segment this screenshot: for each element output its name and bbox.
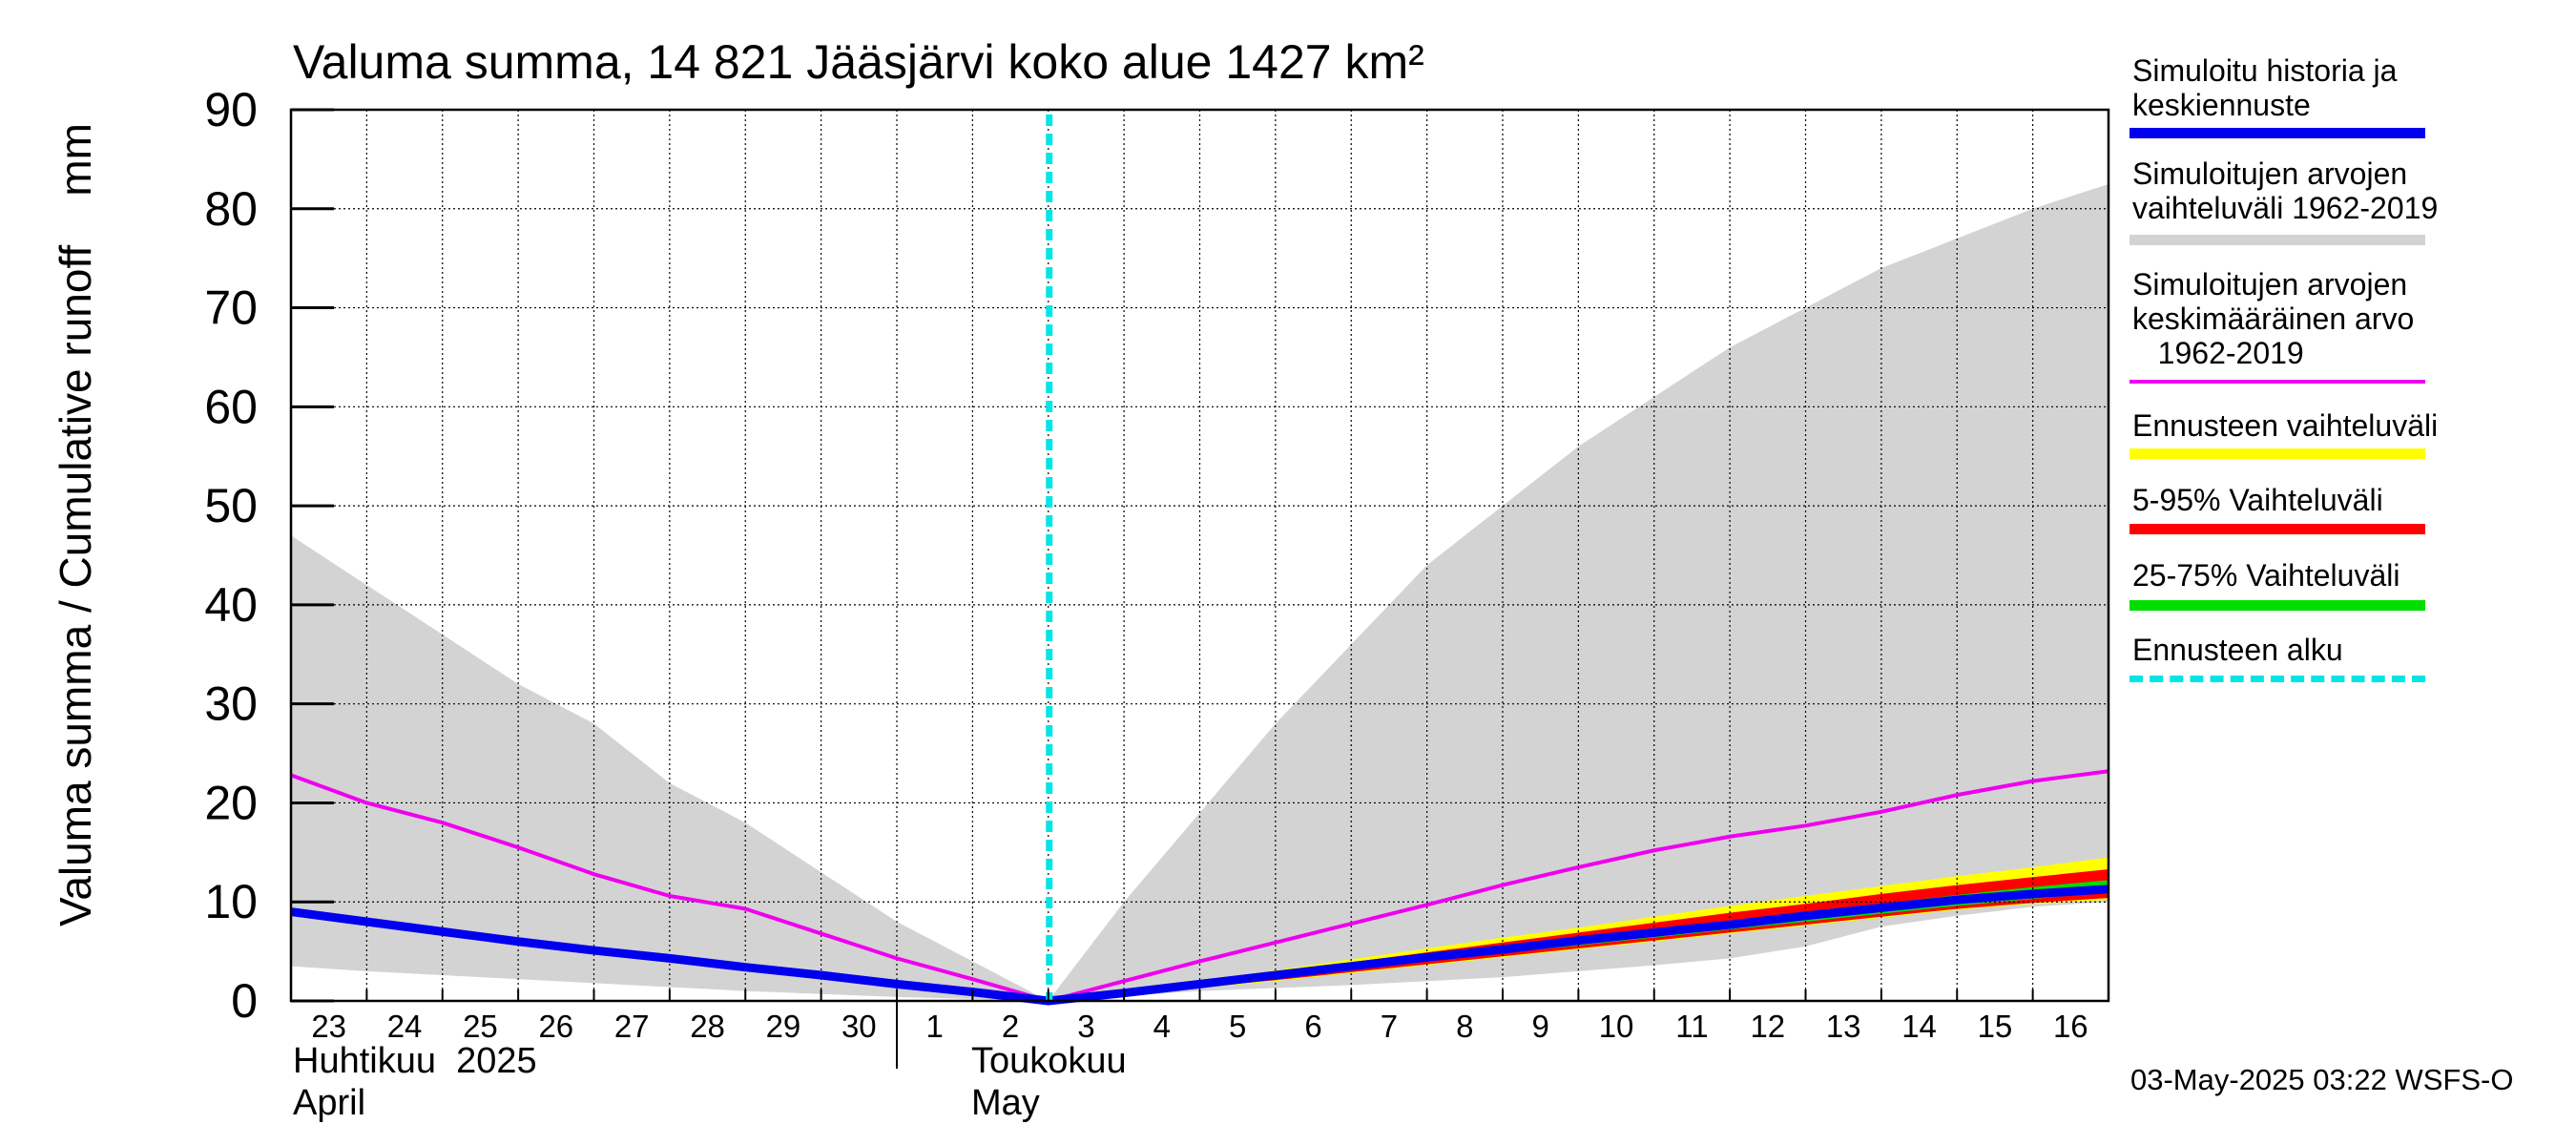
x-tick-label-23: 16 [2053,1009,2088,1044]
y-tick-label-40: 40 [204,578,258,632]
legend-swatch-4 [2129,524,2425,534]
x-tick-label-13: 6 [1304,1009,1321,1044]
legend-swatch-6 [2129,676,2425,682]
legend-swatch-0 [2129,128,2425,138]
month-label-fi-0: Huhtikuu 2025 [293,1041,537,1081]
legend-label-4: 5-95% Vaihteluväli [2132,483,2383,517]
band-simuloitujen-arvojen-vaihteluv-li-1962-2019 [291,183,2109,1002]
x-tick-label-18: 11 [1675,1009,1708,1044]
legend-swatch-5 [2129,600,2425,611]
y-tick-label-10: 10 [204,875,258,928]
y-tick-label-50: 50 [204,479,258,532]
x-tick-label-6: 29 [766,1009,801,1044]
legend-label-1: Simuloitujen arvojen vaihteluväli 1962-2… [2132,156,2439,225]
y-tick-label-0: 0 [231,974,258,1028]
x-tick-label-19: 12 [1750,1009,1785,1044]
x-tick-label-2: 25 [463,1009,498,1044]
x-tick-label-15: 8 [1456,1009,1473,1044]
month-label-en-0: April [293,1083,365,1123]
y-tick-label-30: 30 [204,677,258,731]
footer-timestamp: 03-May-2025 03:22 WSFS-O [2130,1063,2514,1096]
x-tick-label-5: 28 [690,1009,725,1044]
grid-layer [291,109,2109,1001]
band-ennusteen-vaihteluv-li [1048,857,2109,1001]
x-tick-label-0: 23 [311,1009,346,1044]
legend-swatch-2 [2129,380,2425,384]
chart-title: Valuma summa, 14 821 Jääsjärvi koko alue… [293,35,1424,89]
x-tick-label-12: 5 [1229,1009,1246,1044]
x-tick-label-4: 27 [614,1009,650,1044]
x-tick-label-16: 9 [1532,1009,1549,1044]
legend-swatch-3 [2129,448,2425,459]
x-tick-label-20: 13 [1826,1009,1861,1044]
x-tick-label-7: 30 [841,1009,877,1044]
y-tick-label-80: 80 [204,182,258,236]
legend-label-2: Simuloitujen arvojen keskimääräinen arvo… [2132,267,2415,370]
x-tick-label-14: 7 [1381,1009,1398,1044]
line-simuloitu-historia-ja-keskiennuste [290,885,2109,1006]
x-tick-label-21: 14 [1901,1009,1937,1044]
legend-label-0: Simuloitu historia ja keskiennuste [2132,53,2398,122]
y-tick-label-60: 60 [204,380,258,433]
x-tick-label-22: 15 [1978,1009,2013,1044]
y-axis-label: Valuma summa / Cumulative runoff mm [51,123,100,926]
legend-label-3: Ennusteen vaihteluväli [2132,408,2439,443]
x-tick-label-10: 3 [1077,1009,1094,1044]
y-tick-label-20: 20 [204,776,258,829]
legend-label-6: Ennusteen alku [2132,633,2343,667]
month-label-fi-1: Toukokuu [971,1041,1127,1081]
x-tick-label-3: 26 [538,1009,573,1044]
legend-swatch-1 [2129,235,2425,245]
x-tick-label-17: 10 [1599,1009,1634,1044]
y-tick-label-90: 90 [204,83,258,136]
line-simuloitujen-arvojen-keskim-r-inen-arvo-1962-2019 [290,769,2109,1003]
month-label-en-1: May [971,1083,1040,1123]
x-tick-label-11: 4 [1153,1009,1171,1044]
x-tick-label-1: 24 [387,1009,423,1044]
x-tick-label-9: 2 [1002,1009,1019,1044]
x-tick-label-8: 1 [926,1009,944,1044]
line-layer [290,114,2109,1006]
y-tick-label-70: 70 [204,281,258,335]
legend-label-5: 25-75% Vaihteluväli [2132,558,2400,593]
